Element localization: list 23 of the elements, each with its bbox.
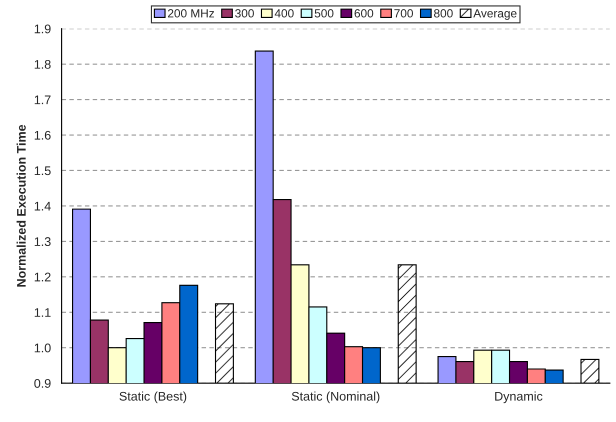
y-tick-label: 1.0 xyxy=(34,344,51,352)
legend-label: 300 xyxy=(235,9,254,18)
y-tick-label: 1.4 xyxy=(34,202,51,210)
y-tick-label: 1.5 xyxy=(34,166,51,176)
legend-label: Average xyxy=(473,9,517,20)
legend-label: 600 xyxy=(354,9,374,18)
x-tick-label: Dynamic xyxy=(495,392,542,404)
y-tick-label: 0.9 xyxy=(34,378,51,388)
y-tick-label: 1.6 xyxy=(34,130,51,140)
legend-label: 200 MHz xyxy=(168,9,214,18)
x-tick-label: Static (Nominal) xyxy=(292,392,380,404)
y-tick-label: 1.1 xyxy=(34,308,51,317)
y-tick-label: 1.3 xyxy=(34,237,51,246)
y-tick-label: 1.8 xyxy=(34,60,51,69)
legend-label: 500 xyxy=(314,9,334,18)
y-axis-title: Normalized Execution Time xyxy=(16,124,26,287)
legend-label: 700 xyxy=(394,9,413,18)
y-tick-label: 1.9 xyxy=(34,24,51,34)
y-tick-label: 1.7 xyxy=(34,96,51,104)
legend-label: 800 xyxy=(434,9,453,18)
x-tick-label: Static (Best) xyxy=(120,392,186,404)
y-tick-label: 1.2 xyxy=(34,272,51,282)
legend-label: 400 xyxy=(274,9,294,18)
